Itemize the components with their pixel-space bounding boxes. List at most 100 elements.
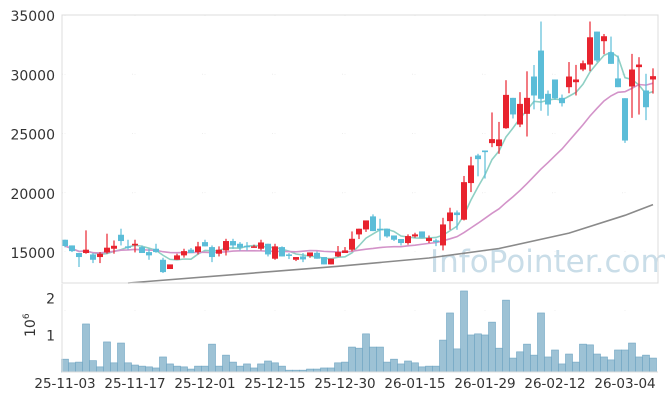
- candle-up: [636, 57, 642, 115]
- candle-body: [104, 247, 110, 253]
- candle-body: [216, 249, 222, 254]
- candle-down: [433, 238, 439, 247]
- candle-body: [636, 64, 642, 68]
- long-ma-line: [127, 203, 654, 284]
- candle-body: [195, 246, 201, 253]
- candle-body: [587, 37, 593, 65]
- volume-bars: [61, 290, 657, 373]
- candle-body: [97, 253, 103, 258]
- candle-body: [629, 69, 635, 87]
- candle-body: [349, 238, 355, 250]
- candle-down: [419, 231, 425, 238]
- candle-down: [314, 251, 320, 259]
- candle-down: [608, 36, 614, 64]
- volume-bar: [502, 299, 510, 373]
- volume-bar: [537, 312, 545, 373]
- volume-bar: [264, 360, 272, 373]
- volume-bar: [488, 321, 496, 373]
- volume-bar: [138, 365, 146, 373]
- volume-bar: [96, 366, 104, 373]
- candle-up: [174, 253, 180, 260]
- volume-bar: [362, 333, 370, 373]
- x-tick-label: 26-02-12: [524, 376, 585, 392]
- candle-up: [517, 92, 523, 128]
- volume-bar: [110, 362, 118, 373]
- volume-bar: [201, 365, 209, 373]
- volume-tick-label: 2: [46, 292, 55, 308]
- candle-down: [69, 245, 75, 253]
- candle-up: [195, 241, 201, 255]
- candle-up: [307, 252, 313, 258]
- candle-up: [496, 121, 502, 154]
- volume-bar: [215, 365, 223, 373]
- candle-body: [209, 247, 215, 258]
- x-tick-label: 25-12-15: [244, 376, 305, 392]
- volume-bar: [509, 357, 517, 373]
- candle-body: [265, 243, 271, 255]
- candle-up: [524, 71, 530, 137]
- candle-body: [125, 246, 131, 248]
- candle-body: [412, 234, 418, 237]
- candle-down: [391, 235, 397, 242]
- candle-down: [244, 242, 250, 251]
- candle-up: [104, 233, 110, 254]
- candle-down: [321, 257, 327, 265]
- candle-body: [461, 182, 467, 220]
- candle-body: [475, 155, 481, 160]
- candle-down: [188, 248, 194, 254]
- candle-body: [426, 238, 432, 242]
- volume-bar: [355, 347, 363, 373]
- candle-down: [370, 214, 376, 232]
- axes: [61, 14, 659, 373]
- volume-bar: [418, 366, 426, 373]
- volume-bar: [397, 363, 405, 373]
- candle-up: [580, 60, 586, 72]
- candle-down: [202, 239, 208, 247]
- candle-body: [503, 94, 509, 129]
- volume-bar: [649, 357, 657, 373]
- volume-bar: [614, 349, 622, 373]
- volume-bar: [145, 366, 153, 373]
- candle-down: [552, 79, 558, 100]
- price-tick-label: 15000: [10, 246, 55, 262]
- volume-bar: [642, 354, 650, 373]
- candle-down: [76, 253, 82, 267]
- volume-bar: [621, 349, 629, 373]
- volume-bar: [236, 365, 244, 373]
- candle-down: [475, 153, 481, 177]
- price-tick-label: 30000: [10, 68, 55, 84]
- candle-body: [559, 97, 565, 104]
- volume-bar: [495, 347, 503, 373]
- volume-bar: [516, 351, 524, 373]
- candle-up: [111, 240, 117, 254]
- candle-body: [307, 252, 313, 257]
- volume-bar: [523, 343, 531, 373]
- candle-body: [510, 97, 516, 115]
- candle-down: [594, 31, 600, 63]
- candle-down: [510, 97, 516, 119]
- candle-body: [496, 139, 502, 147]
- candle-body: [272, 246, 278, 259]
- volume-bar: [124, 362, 132, 373]
- volume-bar: [82, 323, 90, 373]
- volume-bar: [229, 361, 237, 373]
- volume-bar: [593, 353, 601, 373]
- volume-bar: [278, 365, 286, 373]
- volume-axis-label: 106: [22, 313, 39, 337]
- volume-bar: [376, 346, 384, 373]
- candle-body: [622, 98, 628, 141]
- candle-down: [160, 257, 166, 274]
- candle-down: [643, 73, 649, 121]
- candle-up: [405, 234, 411, 245]
- candle-body: [76, 253, 82, 258]
- candle-up: [132, 239, 138, 253]
- candle-up: [489, 112, 495, 148]
- volume-bar: [558, 363, 566, 373]
- volume-bar: [103, 341, 111, 373]
- candle-up: [335, 246, 341, 258]
- candles: [62, 21, 656, 274]
- candle-body: [153, 248, 159, 253]
- candle-body: [454, 212, 460, 216]
- candle-down: [209, 245, 215, 263]
